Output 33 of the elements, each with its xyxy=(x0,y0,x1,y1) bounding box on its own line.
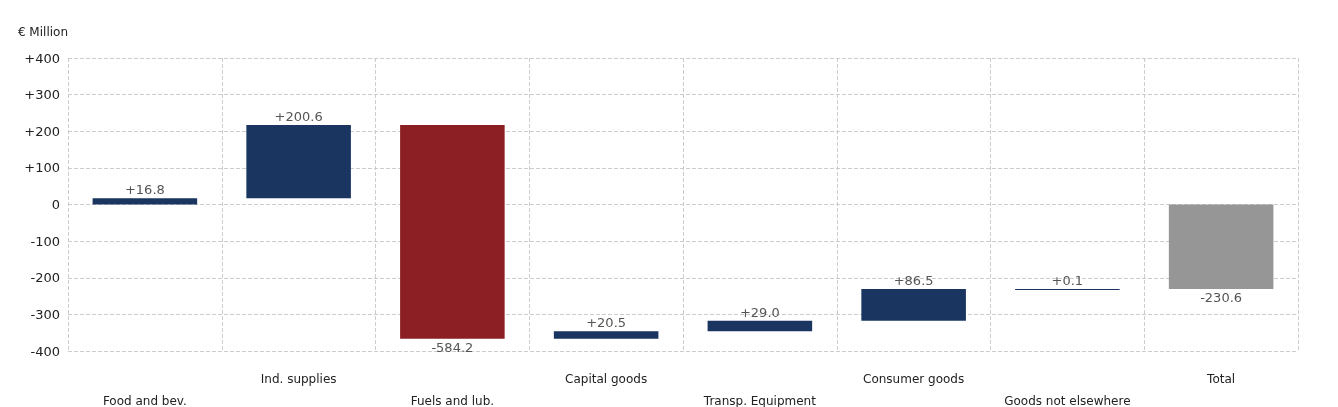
data-label: +86.5 xyxy=(893,273,934,289)
y-tick-label: -300 xyxy=(30,306,60,322)
bar xyxy=(246,124,351,199)
x-tick-label: Food and bev. xyxy=(102,394,187,407)
bar xyxy=(400,124,505,339)
data-label: +16.8 xyxy=(124,182,165,198)
x-tick-label: Ind. supplies xyxy=(260,372,337,386)
x-tick-label: Total xyxy=(1206,372,1236,386)
x-tick-label: Fuels and lub. xyxy=(410,394,495,407)
bar xyxy=(92,198,198,205)
y-tick-label: -400 xyxy=(30,343,60,359)
data-label: -230.6 xyxy=(1200,289,1243,305)
data-label: +0.1 xyxy=(1051,272,1084,288)
data-label: +20.5 xyxy=(586,315,627,331)
x-tick-label: Transp. Equipment xyxy=(702,394,817,407)
y-tick-label: 0 xyxy=(51,197,60,212)
y-tick-label: +400 xyxy=(24,50,60,66)
y-tick-label: +200 xyxy=(24,123,60,139)
bar xyxy=(1168,204,1274,289)
y-tick-label: -100 xyxy=(30,233,60,249)
y-axis-title: € Million xyxy=(17,25,68,39)
bar xyxy=(861,289,966,321)
y-tick-label: -200 xyxy=(30,270,60,286)
x-tick-label: Goods not elsewhere xyxy=(1004,394,1131,407)
data-label: +200.6 xyxy=(274,108,323,124)
x-tick-label: Capital goods xyxy=(565,372,648,386)
x-tick-label: Consumer goods xyxy=(863,372,965,386)
bar xyxy=(707,320,813,332)
bar xyxy=(553,331,659,339)
y-tick-label: +100 xyxy=(24,160,60,176)
data-label: -584.2 xyxy=(431,339,474,355)
y-tick-label: +300 xyxy=(24,87,60,103)
data-label: +29.0 xyxy=(739,304,780,320)
